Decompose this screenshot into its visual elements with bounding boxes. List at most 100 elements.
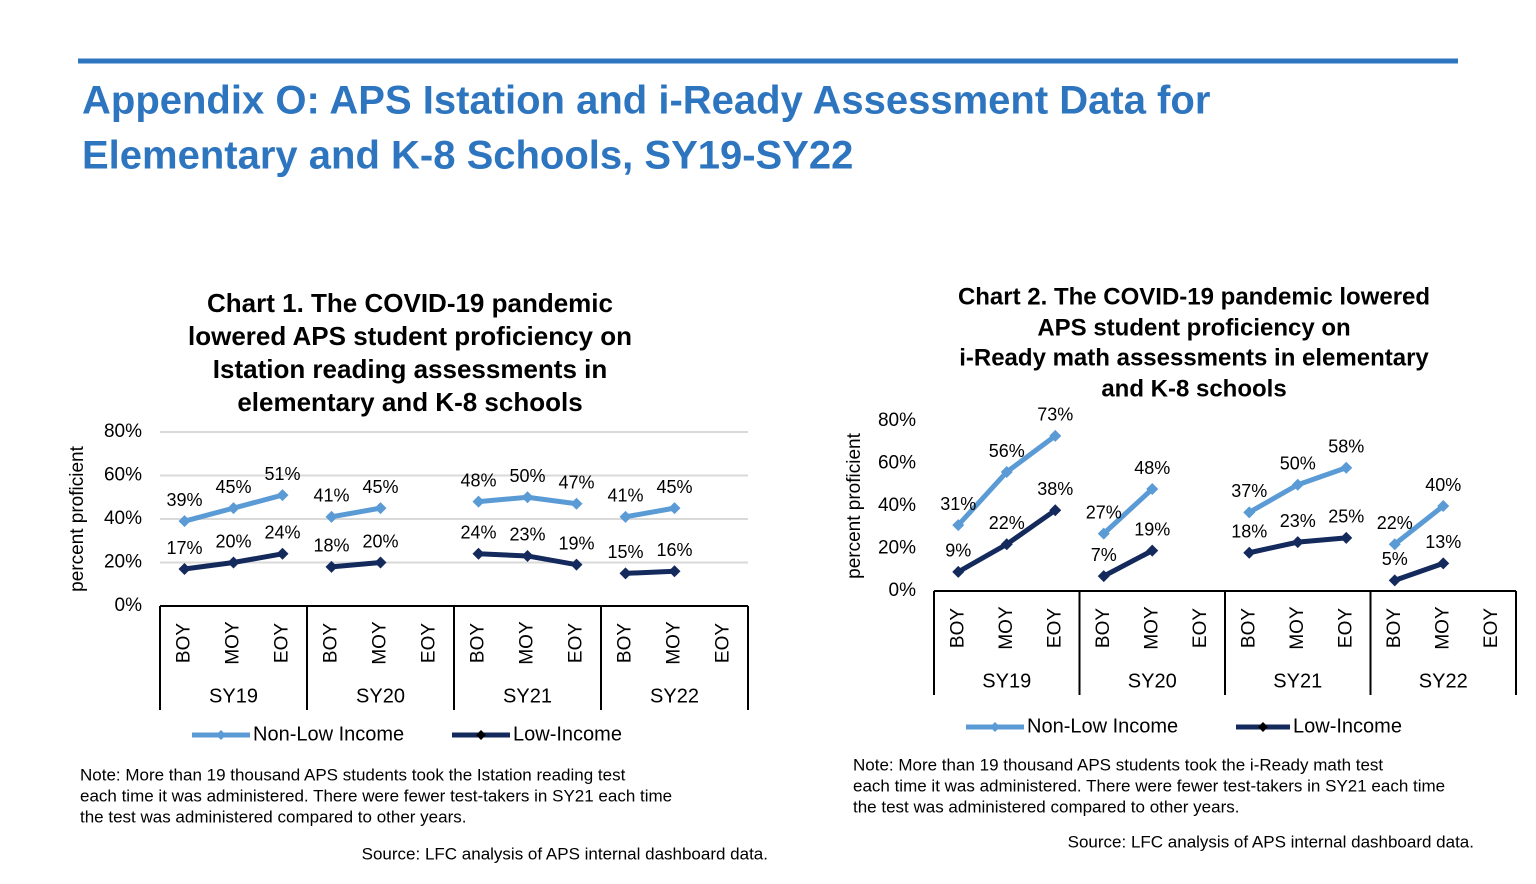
x-tick-label: BOY: [1384, 608, 1405, 648]
y-tick-label: 0%: [115, 595, 143, 616]
y-tick-label: 80%: [878, 410, 916, 431]
series-line: [331, 505, 381, 520]
x-tick-label: EOY: [1190, 608, 1211, 648]
data-label: 73%: [1037, 405, 1073, 425]
data-point: [1049, 429, 1062, 442]
x-tick-label: MOY: [1141, 606, 1162, 650]
data-point: [325, 510, 338, 523]
data-point: [1291, 478, 1304, 491]
y-axis-label: percent proficient: [67, 445, 88, 591]
data-label: 45%: [656, 477, 692, 497]
chart-note: each time it was administered. There wer…: [853, 776, 1445, 795]
data-label: 39%: [166, 490, 202, 510]
legend-marker: [1258, 722, 1268, 732]
data-point: [1388, 574, 1401, 587]
chart-title: i-Ready math assessments in elementary: [959, 344, 1429, 371]
series-line: [625, 568, 675, 576]
data-point: [374, 502, 387, 515]
data-label: 9%: [945, 541, 971, 561]
group-label: SY21: [1273, 670, 1322, 692]
data-label: 20%: [215, 531, 251, 551]
chart-title: Istation reading assessments in: [213, 354, 607, 384]
data-point: [1243, 546, 1256, 559]
data-point: [668, 565, 681, 578]
data-label: 13%: [1425, 532, 1461, 552]
y-tick-label: 40%: [878, 495, 916, 516]
y-tick-label: 20%: [878, 538, 916, 559]
y-tick-label: 40%: [104, 508, 142, 529]
x-tick-label: MOY: [1432, 606, 1453, 650]
group-label: SY20: [1128, 670, 1177, 692]
x-tick-label: EOY: [1335, 608, 1356, 648]
data-label: 37%: [1231, 481, 1267, 501]
group-label: SY20: [356, 685, 405, 707]
data-point: [1243, 506, 1256, 519]
page-title: Elementary and K-8 Schools, SY19-SY22: [82, 134, 853, 178]
data-point: [521, 491, 534, 504]
data-label: 41%: [313, 486, 349, 506]
data-label: 22%: [1377, 513, 1413, 533]
x-tick-label: EOY: [1481, 608, 1502, 648]
data-point: [472, 495, 485, 508]
x-tick-label: EOY: [1044, 608, 1065, 648]
data-point: [952, 519, 965, 532]
data-label: 5%: [1382, 549, 1408, 569]
legend-label: Non-Low Income: [1027, 715, 1178, 737]
chart-title: and K-8 schools: [1101, 375, 1286, 402]
data-point: [276, 489, 289, 502]
chart-note: each time it was administered. There wer…: [80, 786, 672, 805]
y-axis-label: percent proficient: [844, 432, 865, 578]
data-point: [1097, 527, 1110, 540]
data-point: [1097, 570, 1110, 583]
group-label: SY19: [982, 670, 1031, 692]
legend-label: Low-Income: [513, 723, 622, 745]
y-tick-label: 80%: [104, 421, 142, 442]
data-label: 16%: [656, 540, 692, 560]
data-label: 45%: [362, 477, 398, 497]
x-tick-label: BOY: [1093, 608, 1114, 648]
chart-title: Chart 2. The COVID-19 pandemic lowered: [958, 283, 1430, 310]
x-tick-label: BOY: [1238, 608, 1259, 648]
data-label: 56%: [989, 441, 1025, 461]
data-point: [1291, 536, 1304, 549]
data-label: 31%: [940, 494, 976, 514]
data-point: [178, 563, 191, 576]
legend-marker: [476, 730, 486, 740]
group-label: SY19: [209, 685, 258, 707]
data-point: [1000, 538, 1013, 551]
series-line: [1102, 487, 1154, 536]
data-point: [668, 502, 681, 515]
x-tick-label: BOY: [947, 608, 968, 648]
x-tick-label: EOY: [419, 623, 440, 663]
series-line: [1102, 548, 1154, 579]
data-label: 27%: [1086, 502, 1122, 522]
data-point: [952, 565, 965, 578]
series-line: [331, 560, 381, 570]
data-point: [619, 510, 632, 523]
data-point: [521, 549, 534, 562]
y-tick-label: 0%: [889, 580, 917, 601]
chart-note: Note: More than 19 thousand APS students…: [80, 765, 626, 784]
data-point: [1437, 500, 1450, 512]
data-point: [570, 558, 583, 571]
legend-marker: [990, 722, 1000, 732]
data-point: [1000, 466, 1013, 478]
data-label: 50%: [509, 466, 545, 486]
legend-label: Non-Low Income: [253, 723, 404, 745]
chart-source: Source: LFC analysis of APS internal das…: [362, 844, 768, 863]
x-tick-label: BOY: [321, 623, 342, 663]
data-point: [374, 556, 387, 569]
chart-title: Chart 1. The COVID-19 pandemic: [207, 288, 613, 318]
chart-note: the test was administered compared to ot…: [80, 807, 466, 826]
group-label: SY21: [503, 685, 552, 707]
x-tick-label: MOY: [996, 606, 1017, 650]
data-label: 17%: [166, 538, 202, 558]
data-point: [1146, 483, 1159, 495]
data-label: 38%: [1037, 479, 1073, 499]
chart-note: Note: More than 19 thousand APS students…: [853, 755, 1383, 774]
data-label: 22%: [989, 513, 1025, 533]
data-label: 23%: [509, 525, 545, 545]
data-point: [1049, 504, 1062, 517]
legend-marker: [216, 730, 226, 740]
